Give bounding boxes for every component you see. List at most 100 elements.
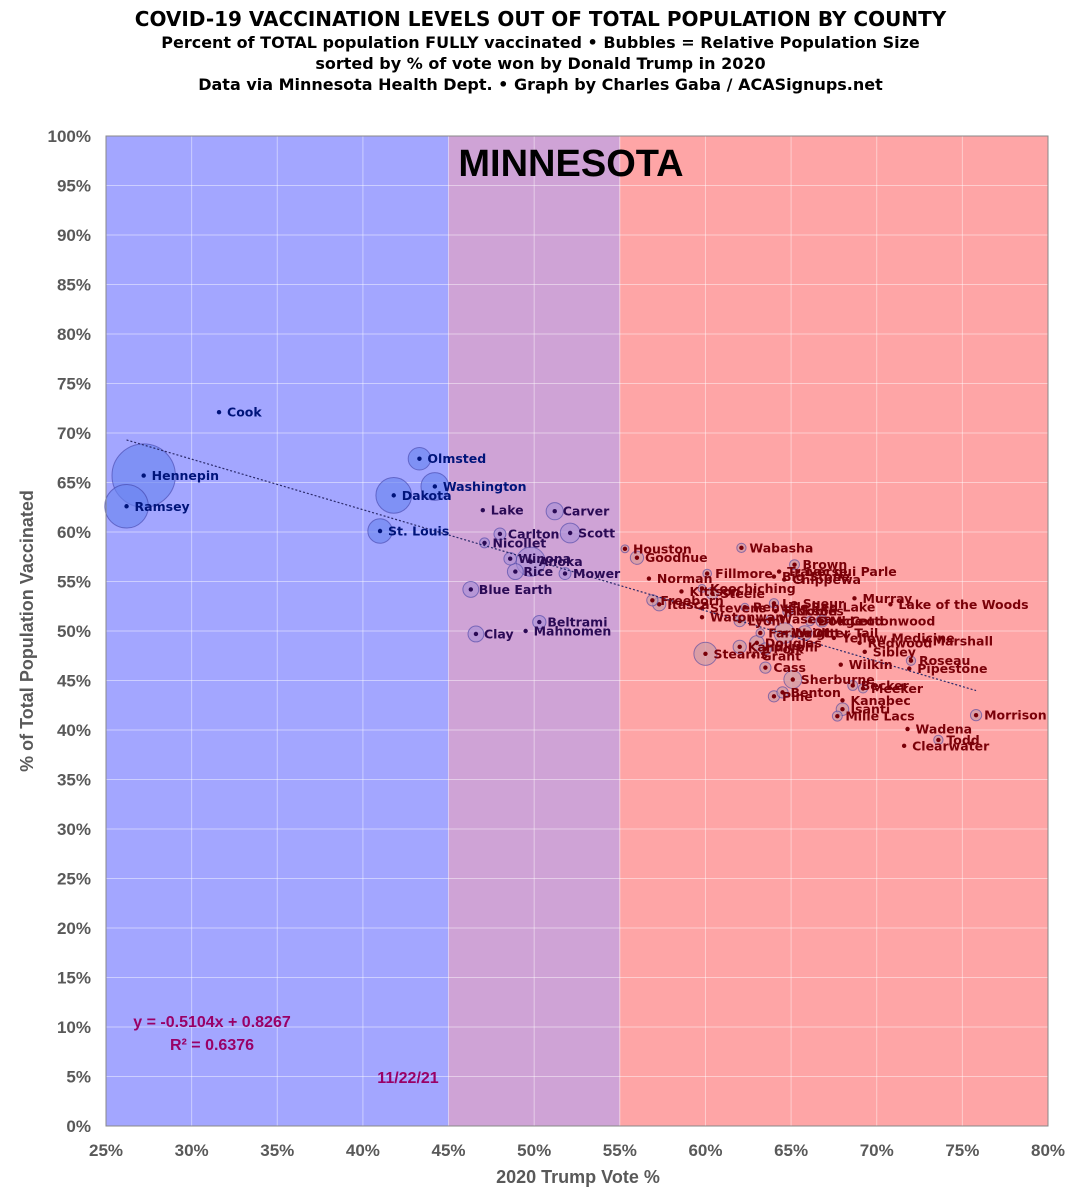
- county-dot: [216, 410, 222, 415]
- y-tick-label: 30%: [57, 820, 91, 839]
- county-label: Lake: [491, 503, 524, 518]
- county-dot: [835, 713, 840, 719]
- county-label: Watonwan: [710, 610, 784, 625]
- county-label: Nicollet: [493, 535, 547, 550]
- county-dot: [792, 562, 797, 567]
- x-tick-label: 25%: [89, 1141, 123, 1160]
- y-tick-label: 70%: [57, 424, 91, 443]
- county-label: Lyon: [748, 614, 781, 629]
- county-dot: [679, 589, 684, 594]
- county-label: Wadena: [916, 722, 973, 737]
- county-label: Olmsted: [427, 451, 486, 466]
- county-label: Douglas: [765, 635, 822, 650]
- x-tick-label: 55%: [603, 1141, 637, 1160]
- county-dot: [657, 602, 662, 607]
- county-label: Freeborn: [660, 593, 723, 608]
- county-label: St. Louis: [388, 524, 449, 539]
- county-dot: [776, 569, 782, 574]
- county-label: Itasca: [667, 597, 709, 612]
- county-label: Morrison: [984, 708, 1047, 723]
- county-dot: [482, 540, 487, 546]
- y-tick-label: 15%: [57, 969, 91, 988]
- county-dot: [852, 596, 857, 601]
- x-tick-label: 45%: [432, 1141, 466, 1160]
- county-label: Lake of the Woods: [898, 597, 1028, 612]
- chart-titles: COVID-19 VACCINATION LEVELS OUT OF TOTAL…: [0, 6, 1081, 95]
- county-label: Pine: [782, 689, 813, 704]
- county-label: Koochiching: [710, 581, 796, 596]
- county-dot: [622, 546, 628, 552]
- county-bubbles: [104, 410, 983, 749]
- county-dot: [634, 555, 640, 560]
- county-dot: [537, 619, 542, 625]
- county-label: Renville: [753, 600, 809, 615]
- county-dot: [907, 666, 912, 671]
- county-dot: [417, 456, 422, 461]
- county-label: Kittson: [689, 584, 740, 599]
- chart-credit: Data via Minnesota Health Dept. • Graph …: [198, 75, 883, 94]
- county-label: Sibley: [873, 644, 916, 659]
- y-tick-label: 80%: [57, 325, 91, 344]
- county-dot: [473, 631, 479, 637]
- county-label: Jackson: [783, 604, 838, 619]
- county-dot: [737, 644, 742, 650]
- county-label: Red Lake: [811, 600, 875, 615]
- county-dot: [699, 586, 705, 591]
- trendline-r-squared: R² = 0.6376: [170, 1037, 254, 1054]
- county-label: Dakota: [402, 488, 452, 503]
- county-dot: [771, 694, 777, 699]
- county-label: Kanabec: [850, 693, 910, 708]
- y-axis-label: % of Total Population Vaccinated: [17, 490, 37, 772]
- county-label: Mower: [573, 566, 621, 581]
- county-dot: [888, 602, 893, 607]
- chart-title: COVID-19 VACCINATION LEVELS OUT OF TOTAL…: [134, 7, 947, 31]
- trendline-equation: y = -0.5104x + 0.8267: [133, 1014, 291, 1031]
- county-dot: [901, 743, 907, 749]
- county-label: Waseca: [779, 612, 833, 627]
- county-label: Beltrami: [547, 615, 607, 630]
- county-dot: [807, 618, 813, 624]
- county-dot: [973, 712, 979, 718]
- county-dot: [432, 484, 438, 489]
- state-label: MINNESOTA: [458, 143, 683, 185]
- county-label: Isanti: [850, 702, 890, 717]
- county-dot: [646, 576, 652, 581]
- band-0: [106, 136, 449, 1126]
- county-label: Lac qui Parle: [806, 564, 897, 579]
- county-dot: [562, 571, 568, 576]
- x-tick-label: 70%: [860, 1141, 894, 1160]
- county-label: Steele: [720, 586, 765, 601]
- county-dot: [704, 571, 710, 576]
- county-label: Wabasha: [749, 540, 813, 555]
- county-label: Rice: [523, 564, 553, 579]
- county-label: Carlton: [508, 526, 560, 541]
- county-dot: [840, 698, 845, 703]
- county-label: Grant: [761, 648, 801, 663]
- county-dot: [480, 508, 485, 513]
- county-label: Le Sueur: [782, 596, 845, 611]
- plot-border: [105, 135, 1049, 1127]
- county-dot: [552, 509, 557, 514]
- y-tick-label: 95%: [57, 177, 91, 196]
- county-dot: [528, 559, 533, 564]
- county-label: Meeker: [871, 681, 924, 696]
- county-dot: [771, 574, 777, 579]
- x-tick-label: 60%: [688, 1141, 722, 1160]
- county-label: Nobles: [796, 604, 844, 619]
- county-label: Stevens: [710, 601, 766, 616]
- county-label: McLeod: [830, 614, 884, 629]
- x-axis-ticks: 25% 30% 35% 40% 45% 50% 55% 60% 65% 70% 75% 80%: [89, 1141, 1065, 1160]
- county-label: Houston: [633, 541, 692, 556]
- county-label: Wright: [792, 625, 840, 640]
- y-axis-ticks: 0% 5% 10% 15% 20% 25% 30% 35% 40% 45% 50% 55% 60% 65%…: [48, 127, 91, 1136]
- county-label: Clay: [484, 626, 514, 641]
- county-label: Big Stone: [782, 569, 850, 584]
- county-label: Wilkin: [849, 657, 893, 672]
- county-dot: [785, 609, 790, 614]
- y-tick-label: 10%: [57, 1018, 91, 1037]
- y-tick-label: 90%: [57, 226, 91, 245]
- y-tick-label: 5%: [66, 1068, 91, 1087]
- county-label: Todd: [946, 732, 979, 747]
- county-label: Mahnomen: [534, 624, 612, 639]
- y-tick-label: 40%: [57, 721, 91, 740]
